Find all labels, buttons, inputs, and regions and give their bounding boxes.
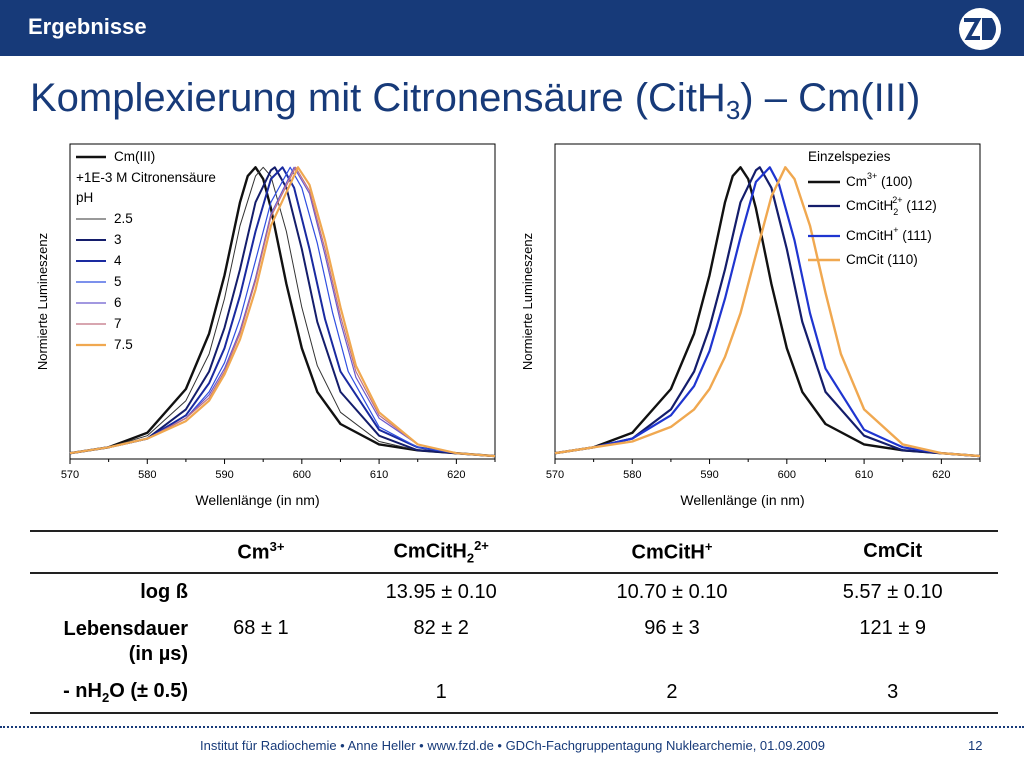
table-cell: 3 bbox=[887, 680, 899, 703]
series-line-7 bbox=[69, 166, 496, 458]
plot-frame bbox=[69, 143, 496, 460]
table-cell: 10.70 ± 0.10 bbox=[616, 580, 728, 603]
title-main: Komplexierung mit Citronensäure (CitH bbox=[30, 76, 726, 120]
table-cell bbox=[196, 673, 326, 713]
x-axis-label: Wellenlänge (in nm) bbox=[680, 492, 804, 508]
table-row: Lebensdauer (in µs) 68 ± 1 82 ± 2 96 ± 3 … bbox=[30, 611, 998, 673]
series-line-0 bbox=[554, 166, 981, 458]
table-header-cmcith2: CmCitH22+ bbox=[393, 538, 489, 566]
row-label-lifetime: Lebensdauer (in µs) bbox=[63, 617, 188, 665]
legend-label: 4 bbox=[114, 253, 122, 268]
legend-note: +1E-3 M Citronensäure bbox=[76, 170, 216, 185]
table-cell: 2 bbox=[666, 680, 678, 703]
title-tail: ) – Cm(III) bbox=[740, 76, 921, 120]
table-header-cm: Cm3+ bbox=[237, 539, 285, 564]
chart-species-svg: 570 580 590 600 610 620 Wellenlänge (in nm) Nor… bbox=[520, 143, 981, 508]
table-cell: 68 ± 1 bbox=[233, 616, 289, 639]
x-tick-label: 570 bbox=[61, 469, 79, 481]
page-title: Komplexierung mit Citronensäure (CitH3) … bbox=[30, 76, 920, 126]
x-tick-label: 610 bbox=[855, 469, 873, 481]
legend-note: pH bbox=[76, 190, 93, 205]
plot-frame bbox=[554, 143, 981, 460]
table-cell: 96 ± 3 bbox=[644, 616, 700, 639]
legend-label: 6 bbox=[114, 295, 122, 310]
title-subscript: 3 bbox=[725, 95, 741, 125]
series-line-3 bbox=[69, 166, 496, 458]
x-tick-label: 580 bbox=[138, 469, 156, 481]
table-cell: 82 ± 2 bbox=[413, 616, 469, 639]
header-bar: Ergebnisse bbox=[0, 0, 1024, 56]
legend-label: 7.5 bbox=[114, 337, 133, 352]
series-line-1 bbox=[69, 166, 496, 457]
legend-label: 3 bbox=[114, 232, 122, 247]
table-row: - nH2O (± 0.5) 1 2 3 bbox=[30, 673, 998, 713]
chart-ph-svg: 570 580 590 600 610 620 Wellenlänge (in nm) Nor… bbox=[35, 143, 496, 508]
footer-text: Institut für Radiochemie • Anne Heller •… bbox=[200, 738, 825, 753]
x-tick-label: 600 bbox=[293, 469, 311, 481]
series-line-5 bbox=[69, 166, 496, 457]
row-label-nh2o: - nH2O (± 0.5) bbox=[63, 679, 188, 705]
series-line-0 bbox=[69, 166, 496, 458]
legend-label: Cm(III) bbox=[114, 149, 155, 164]
chart-species: 570 580 590 600 610 620 Wellenlänge (in nm) Nor… bbox=[515, 136, 995, 516]
table-row: log ß 13.95 ± 0.10 10.70 ± 0.10 5.57 ± 0… bbox=[30, 573, 998, 611]
legend-label: 5 bbox=[114, 274, 122, 289]
x-tick-label: 570 bbox=[546, 469, 564, 481]
table-cell: 13.95 ± 0.10 bbox=[385, 580, 497, 603]
table-cell: 5.57 ± 0.10 bbox=[842, 580, 943, 603]
fzd-logo-icon bbox=[952, 4, 1008, 54]
table-header-blank bbox=[30, 531, 196, 573]
table-cell: 121 ± 9 bbox=[859, 616, 926, 639]
x-tick-label: 620 bbox=[932, 469, 950, 481]
series-line-2 bbox=[69, 166, 496, 458]
x-axis-label: Wellenlänge (in nm) bbox=[195, 492, 319, 508]
table-header-cmcit: CmCit bbox=[863, 540, 923, 563]
series-line-2 bbox=[554, 166, 981, 458]
legend-label: Cm3+ (100) bbox=[846, 171, 913, 189]
y-axis-label: Normierte Lumineszenz bbox=[520, 233, 535, 370]
x-tick-label: 610 bbox=[370, 469, 388, 481]
table-header-row: Cm3+ CmCitH22+ CmCitH+ CmCit bbox=[30, 531, 998, 573]
series-line-1 bbox=[554, 166, 981, 458]
footer-divider bbox=[0, 726, 1024, 728]
series-line-6 bbox=[69, 166, 496, 457]
results-table: Cm3+ CmCitH22+ CmCitH+ CmCit log ß 13.95… bbox=[30, 530, 998, 714]
row-label-logb: log ß bbox=[140, 580, 188, 603]
legend-label: CmCitH22+ (112) bbox=[846, 195, 937, 217]
x-tick-label: 600 bbox=[778, 469, 796, 481]
legend-label: 7 bbox=[114, 316, 122, 331]
table-header-cmcith: CmCitH+ bbox=[631, 539, 713, 564]
x-tick-label: 590 bbox=[700, 469, 718, 481]
x-tick-label: 580 bbox=[623, 469, 641, 481]
legend-title: Einzelspezies bbox=[808, 149, 891, 164]
x-tick-label: 590 bbox=[215, 469, 233, 481]
legend-label: CmCit (110) bbox=[846, 252, 918, 267]
page-number: 12 bbox=[968, 738, 983, 753]
section-label: Ergebnisse bbox=[28, 14, 147, 39]
chart-ph-series: 570 580 590 600 610 620 Wellenlänge (in nm) Nor… bbox=[30, 136, 510, 516]
table-cell bbox=[196, 573, 326, 611]
table-cell: 1 bbox=[435, 680, 447, 703]
series-line-3 bbox=[554, 166, 981, 458]
series-line-4 bbox=[69, 166, 496, 457]
legend-label: CmCitH+ (111) bbox=[846, 225, 932, 243]
legend-label: 2.5 bbox=[114, 211, 133, 226]
y-axis-label: Normierte Lumineszenz bbox=[35, 233, 50, 370]
x-tick-label: 620 bbox=[447, 469, 465, 481]
